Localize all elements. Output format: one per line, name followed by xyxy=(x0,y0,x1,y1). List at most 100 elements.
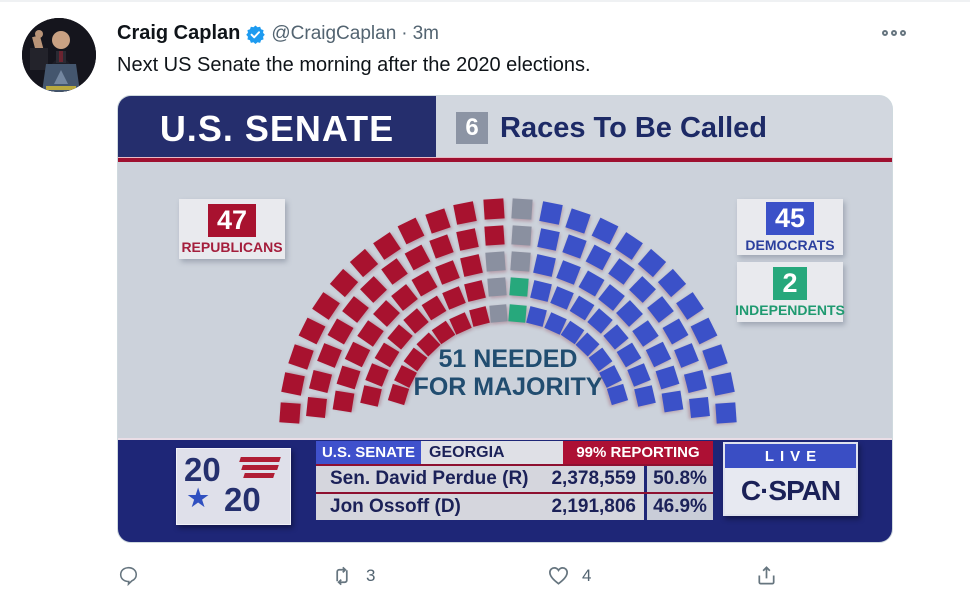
logo-flag-stripes-icon xyxy=(239,457,281,481)
senate-seat xyxy=(387,324,413,350)
senate-seat xyxy=(538,201,563,225)
senate-seat xyxy=(634,385,657,408)
senate-seat xyxy=(441,286,466,310)
tweet-header: Craig Caplan @CraigCaplan · 3m xyxy=(117,22,439,45)
candidate-row: Sen. David Perdue (R) 2,378,559 50.8% xyxy=(316,466,713,492)
senate-seat xyxy=(390,283,418,311)
senate-seat xyxy=(298,317,326,344)
independents-legend: 2 INDEPENDENTS xyxy=(735,262,845,322)
graphic-title-box: U.S. SENATE xyxy=(118,96,436,162)
senate-seat xyxy=(278,402,301,424)
more-options-button[interactable] xyxy=(878,26,910,40)
senate-seat xyxy=(509,277,529,298)
reply-icon xyxy=(119,566,138,587)
senate-seat xyxy=(632,320,659,347)
heart-icon xyxy=(549,566,568,585)
avatar-photo xyxy=(22,18,96,92)
senate-graphic-image[interactable]: U.S. SENATE 6 Races To Be Called 47 REPU… xyxy=(117,95,893,543)
senate-seat xyxy=(675,291,704,320)
senate-seat xyxy=(607,383,629,405)
senate-seat xyxy=(556,260,582,285)
senate-seat xyxy=(342,295,370,323)
senate-seat xyxy=(511,225,532,246)
senate-seat xyxy=(381,258,408,286)
senate-seat xyxy=(398,218,425,245)
senate-seat xyxy=(628,275,656,303)
senate-seat xyxy=(281,372,306,397)
senate-seat xyxy=(689,397,711,419)
senate-seat xyxy=(429,234,455,259)
avatar[interactable] xyxy=(22,18,96,92)
senate-seat xyxy=(487,277,507,298)
senate-seat xyxy=(404,244,431,271)
senate-seat xyxy=(403,308,429,334)
table-divider xyxy=(316,492,713,494)
graphic-header: U.S. SENATE 6 Races To Be Called xyxy=(118,96,892,162)
table-divider xyxy=(316,464,713,466)
senate-seat xyxy=(526,306,548,328)
senate-seat xyxy=(510,251,531,272)
senate-seat xyxy=(305,397,327,419)
senate-seat xyxy=(489,304,508,323)
senate-seat xyxy=(662,318,689,345)
retweet-button[interactable]: 3 xyxy=(330,564,375,587)
senate-seat xyxy=(674,343,700,369)
senate-seat xyxy=(327,318,354,345)
candidate-name: Sen. David Perdue (R) xyxy=(330,468,529,489)
live-badge: LIVE xyxy=(725,444,856,468)
majority-note: 51 NEEDED FOR MAJORITY xyxy=(414,345,603,401)
reply-button[interactable] xyxy=(117,564,140,587)
senate-seat xyxy=(484,225,505,246)
senate-seat xyxy=(456,227,480,251)
democrats-count: 45 xyxy=(765,201,815,235)
senate-seat xyxy=(387,383,409,405)
network-bug: LIVE C·SPAN xyxy=(723,442,858,516)
author-handle[interactable]: @CraigCaplan xyxy=(271,22,397,44)
senate-seat xyxy=(645,341,671,368)
senate-seat xyxy=(646,295,674,323)
logo-20-bottom: 20 xyxy=(224,481,261,518)
senate-seat xyxy=(459,253,483,277)
senate-seat xyxy=(309,369,333,393)
senate-seat xyxy=(658,269,687,298)
republicans-legend: 47 REPUBLICANS xyxy=(179,199,285,259)
senate-seat xyxy=(608,258,635,286)
senate-seat xyxy=(578,270,605,297)
verified-badge-icon xyxy=(246,24,266,44)
senate-seat xyxy=(533,253,557,277)
tweet-text: Next US Senate the morning after the 202… xyxy=(117,54,591,76)
republicans-label: REPUBLICANS xyxy=(181,238,283,255)
like-button[interactable]: 4 xyxy=(547,564,591,587)
retweet-icon xyxy=(336,566,348,586)
senate-seat xyxy=(585,244,612,271)
senate-seat xyxy=(329,269,358,298)
senate-seat xyxy=(683,369,707,393)
logo-star-icon: ★ xyxy=(186,483,211,513)
cspan-logo: C·SPAN xyxy=(725,468,856,514)
senate-seat xyxy=(483,198,505,221)
senate-seat xyxy=(508,304,527,323)
chyron: 20 20 ★ U.S. SENATE GEORGIA 99% REPORTIN… xyxy=(118,438,892,542)
senate-seat xyxy=(616,300,644,328)
senate-seat xyxy=(655,365,680,390)
senate-seat xyxy=(316,343,342,369)
senate-seat xyxy=(365,363,390,387)
senate-seat xyxy=(434,260,460,285)
republicans-count: 47 xyxy=(207,203,257,237)
candidate-votes: 2,191,806 xyxy=(551,496,636,517)
author-name[interactable]: Craig Caplan xyxy=(117,22,241,44)
senate-seat xyxy=(591,218,618,245)
more-dot-icon xyxy=(891,30,897,36)
tweet-timestamp[interactable]: 3m xyxy=(412,22,439,44)
races-label: Races To Be Called xyxy=(500,111,768,144)
senate-seat xyxy=(561,234,587,259)
graphic-title: U.S. SENATE xyxy=(159,108,395,149)
senate-seat xyxy=(357,320,384,347)
senate-seat xyxy=(690,317,718,344)
senate-seat xyxy=(345,341,371,368)
senate-seat xyxy=(485,251,506,272)
independents-count: 2 xyxy=(773,266,807,300)
candidate-percent: 46.9% xyxy=(647,494,713,520)
candidate-name: Jon Ossoff (D) xyxy=(330,496,461,517)
share-button[interactable] xyxy=(755,564,778,587)
